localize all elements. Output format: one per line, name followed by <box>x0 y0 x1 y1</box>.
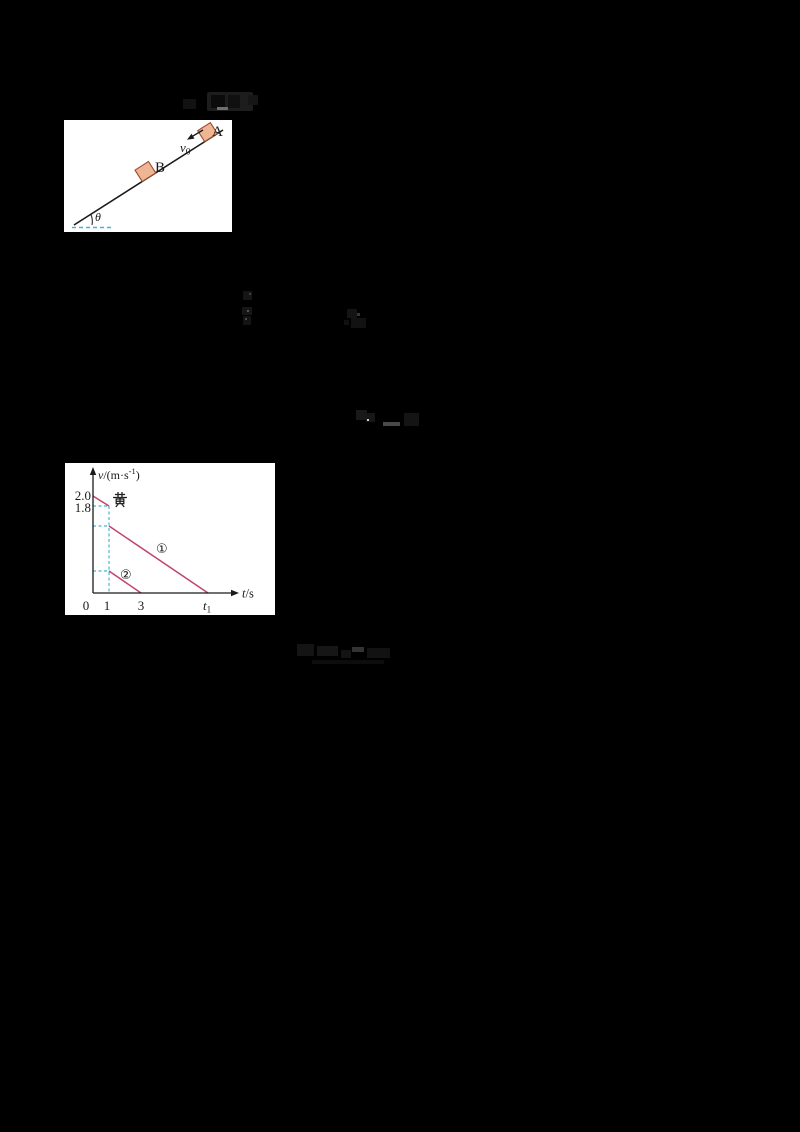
initial-velocity-label: v0 <box>180 140 191 158</box>
ghost-mark <box>217 107 228 110</box>
ghost-mark <box>228 95 240 108</box>
ghost-mark <box>356 410 367 420</box>
line2-label: ② <box>120 568 132 583</box>
ytick-2.0: 2.0 <box>75 488 91 503</box>
ghost-mark <box>183 99 196 109</box>
xtick-3: 3 <box>138 598 145 613</box>
ghost-mark <box>357 313 360 316</box>
block-b-label: B <box>155 160 165 176</box>
x-axis-label: t/s <box>242 587 254 601</box>
xtick-0: 0 <box>83 598 90 613</box>
velocity-arrow <box>187 129 204 140</box>
ghost-mark <box>367 648 390 658</box>
ghost-mark <box>248 95 258 105</box>
xtick-t1: t1 <box>203 598 211 615</box>
vt-graph-svg: v/(m·s-1) 2.0 1.8 ① ② 0 1 3 t <box>75 466 254 615</box>
ghost-mark <box>297 644 314 656</box>
ghost-mark <box>383 422 400 426</box>
ghost-mark <box>317 646 338 656</box>
ghost-mark <box>211 95 225 108</box>
ghost-mark <box>347 309 357 318</box>
y-axis-label: v/(m·s-1) <box>98 466 140 482</box>
curve-line-1 <box>92 495 209 594</box>
line1-label: ① <box>156 542 168 557</box>
ghost-mark <box>245 318 247 320</box>
ghost-mark <box>247 310 249 312</box>
curve-line-2 <box>108 570 142 594</box>
ytick-1.8: 1.8 <box>75 500 91 515</box>
ghost-mark <box>366 413 375 422</box>
vt-graph-figure: v/(m·s-1) 2.0 1.8 ① ② 0 1 3 t <box>65 463 275 615</box>
ghost-dot <box>367 419 369 421</box>
huang-annotation <box>113 492 127 508</box>
ghost-mark <box>341 650 351 658</box>
ghost-mark <box>344 320 349 325</box>
incline-figure: A B v0 θ <box>64 120 232 232</box>
incline-angle-label: θ <box>95 210 101 224</box>
ghost-mark <box>352 647 364 652</box>
block-b <box>134 160 157 183</box>
incline-figure-svg: A B v0 θ <box>72 121 224 229</box>
ghost-mark <box>243 316 251 325</box>
dashed-guides <box>93 505 110 593</box>
block-a-label: A <box>212 124 223 140</box>
xtick-1: 1 <box>104 598 111 613</box>
ghost-mark <box>312 660 384 664</box>
ghost-mark <box>404 413 419 426</box>
ghost-mark <box>351 318 366 328</box>
angle-arc <box>90 214 93 226</box>
axes <box>89 467 239 597</box>
block-a <box>196 121 219 143</box>
ghost-mark <box>243 291 252 300</box>
ghost-mark <box>249 293 251 295</box>
